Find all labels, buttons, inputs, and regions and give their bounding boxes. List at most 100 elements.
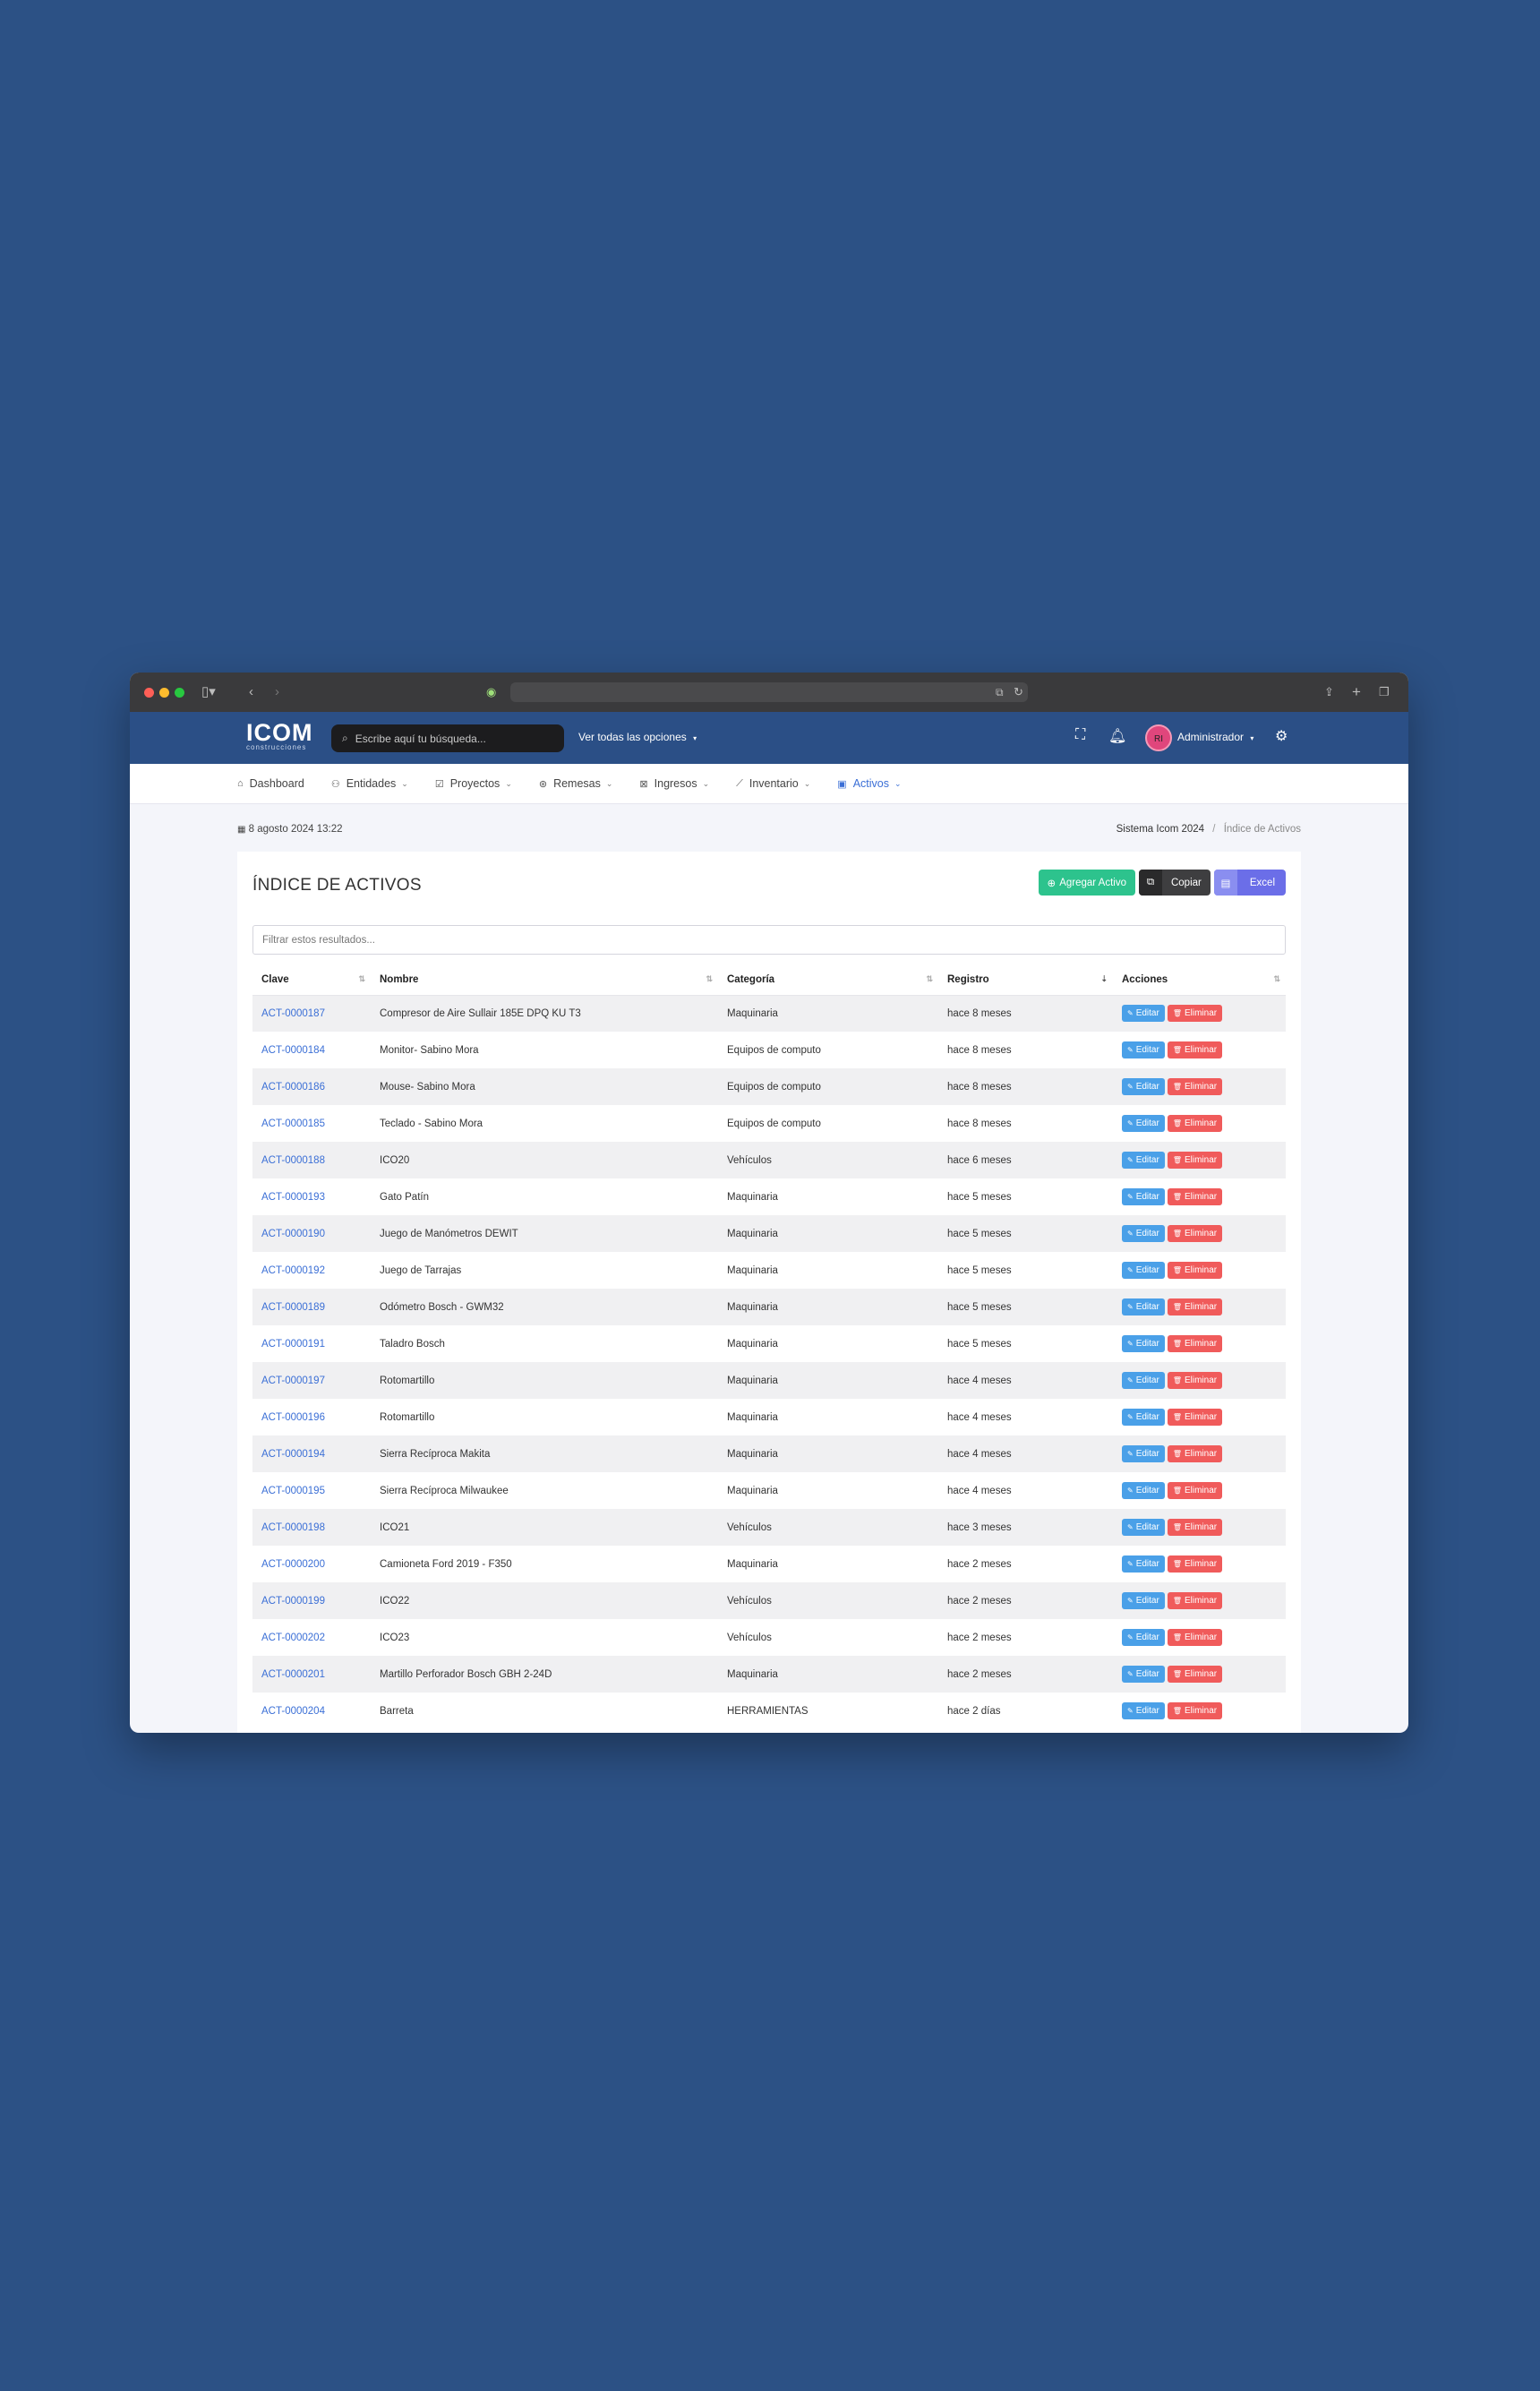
- avatar[interactable]: RI: [1145, 724, 1172, 751]
- edit-button[interactable]: ✎ Editar: [1122, 1115, 1165, 1132]
- delete-button[interactable]: 🗑︎ Eliminar: [1167, 1078, 1223, 1095]
- nav-item-remesas[interactable]: ⊛ Remesas ⌄: [539, 777, 613, 790]
- tabs-overview-icon[interactable]: ❐: [1379, 685, 1390, 698]
- filter-input[interactable]: [252, 925, 1286, 955]
- nav-item-proyectos[interactable]: ☑ Proyectos ⌄: [435, 777, 512, 790]
- nav-item-ingresos[interactable]: ⊠ Ingresos ⌄: [639, 777, 709, 790]
- table-body: ACT-0000187 Compresor de Aire Sullair 185…: [252, 995, 1286, 1729]
- edit-button[interactable]: ✎ Editar: [1122, 1335, 1165, 1352]
- nav-item-activos[interactable]: ▣ Activos ⌄: [837, 777, 901, 790]
- asset-key-link[interactable]: ACT-0000204: [261, 1705, 325, 1717]
- user-menu[interactable]: Administrador ▾: [1177, 731, 1253, 743]
- edit-button[interactable]: ✎ Editar: [1122, 1666, 1165, 1683]
- search-input[interactable]: [355, 732, 535, 745]
- reload-icon[interactable]: ↻: [1014, 685, 1023, 698]
- edit-button[interactable]: ✎ Editar: [1122, 1225, 1165, 1242]
- column-header-acciones[interactable]: Acciones ⇅: [1113, 964, 1286, 996]
- asset-key-link[interactable]: ACT-0000197: [261, 1375, 325, 1386]
- edit-button[interactable]: ✎ Editar: [1122, 1262, 1165, 1279]
- column-header-registro[interactable]: Registro ⇣: [938, 964, 1113, 996]
- nav-item-dashboard[interactable]: ⌂ Dashboard: [237, 777, 304, 790]
- asset-key-link[interactable]: ACT-0000189: [261, 1301, 325, 1313]
- edit-button[interactable]: ✎ Editar: [1122, 1519, 1165, 1536]
- asset-key-link[interactable]: ACT-0000194: [261, 1448, 325, 1460]
- asset-key-link[interactable]: ACT-0000185: [261, 1118, 325, 1129]
- delete-button[interactable]: 🗑︎ Eliminar: [1167, 1225, 1223, 1242]
- translate-icon[interactable]: ⧉: [996, 686, 1004, 698]
- delete-button[interactable]: 🗑︎ Eliminar: [1167, 1152, 1223, 1169]
- gear-icon[interactable]: ⚙: [1275, 729, 1288, 744]
- delete-button[interactable]: 🗑︎ Eliminar: [1167, 1482, 1223, 1499]
- asset-key-link[interactable]: ACT-0000200: [261, 1558, 325, 1570]
- close-window-button[interactable]: [144, 688, 154, 698]
- delete-button[interactable]: 🗑︎ Eliminar: [1167, 1041, 1223, 1058]
- column-header-clave[interactable]: Clave ⇅: [252, 964, 371, 996]
- edit-button[interactable]: ✎ Editar: [1122, 1592, 1165, 1609]
- minimize-window-button[interactable]: [159, 688, 169, 698]
- edit-button[interactable]: ✎ Editar: [1122, 1188, 1165, 1205]
- address-bar[interactable]: [510, 682, 1028, 702]
- back-icon[interactable]: ‹: [249, 684, 253, 699]
- column-header-categoria[interactable]: Categoría ⇅: [718, 964, 938, 996]
- delete-button[interactable]: 🗑︎ Eliminar: [1167, 1298, 1223, 1315]
- delete-button[interactable]: 🗑︎ Eliminar: [1167, 1555, 1223, 1573]
- copy-button[interactable]: ⧉ Copiar: [1138, 870, 1211, 896]
- edit-button[interactable]: ✎ Editar: [1122, 1702, 1165, 1719]
- logo[interactable]: ICOM construcciones: [246, 720, 313, 751]
- excel-button[interactable]: ▤ Excel: [1213, 870, 1286, 896]
- asset-key-link[interactable]: ACT-0000192: [261, 1264, 325, 1276]
- forward-icon[interactable]: ›: [275, 684, 279, 699]
- delete-button[interactable]: 🗑︎ Eliminar: [1167, 1445, 1223, 1462]
- asset-key-link[interactable]: ACT-0000198: [261, 1521, 325, 1533]
- asset-key-link[interactable]: ACT-0000199: [261, 1595, 325, 1607]
- share-icon[interactable]: ⇪: [1324, 685, 1334, 698]
- delete-button[interactable]: 🗑︎ Eliminar: [1167, 1702, 1223, 1719]
- edit-button[interactable]: ✎ Editar: [1122, 1152, 1165, 1169]
- delete-button[interactable]: 🗑︎ Eliminar: [1167, 1005, 1223, 1023]
- asset-key-link[interactable]: ACT-0000201: [261, 1668, 325, 1680]
- breadcrumb-root[interactable]: Sistema Icom 2024: [1116, 824, 1205, 835]
- delete-button[interactable]: 🗑︎ Eliminar: [1167, 1409, 1223, 1426]
- asset-key-link[interactable]: ACT-0000188: [261, 1154, 325, 1166]
- nav-item-entidades[interactable]: ⚇ Entidades ⌄: [331, 777, 408, 790]
- asset-key-link[interactable]: ACT-0000191: [261, 1338, 325, 1350]
- asset-key-link[interactable]: ACT-0000202: [261, 1632, 325, 1643]
- delete-button[interactable]: 🗑︎ Eliminar: [1167, 1262, 1223, 1279]
- asset-key-link[interactable]: ACT-0000190: [261, 1228, 325, 1239]
- add-asset-button[interactable]: ⊕ Agregar Activo: [1038, 870, 1135, 896]
- breadcrumb-separator: /: [1212, 824, 1216, 835]
- edit-button[interactable]: ✎ Editar: [1122, 1629, 1165, 1646]
- shield-icon: ◉: [486, 685, 497, 698]
- edit-button[interactable]: ✎ Editar: [1122, 1482, 1165, 1499]
- edit-button[interactable]: ✎ Editar: [1122, 1041, 1165, 1058]
- edit-button[interactable]: ✎ Editar: [1122, 1409, 1165, 1426]
- delete-button[interactable]: 🗑︎ Eliminar: [1167, 1666, 1223, 1683]
- delete-button[interactable]: 🗑︎ Eliminar: [1167, 1519, 1223, 1536]
- edit-button[interactable]: ✎ Editar: [1122, 1555, 1165, 1573]
- delete-button[interactable]: 🗑︎ Eliminar: [1167, 1115, 1223, 1132]
- delete-button[interactable]: 🗑︎ Eliminar: [1167, 1592, 1223, 1609]
- new-tab-icon[interactable]: +: [1352, 683, 1361, 700]
- asset-key-link[interactable]: ACT-0000196: [261, 1411, 325, 1423]
- fullscreen-icon[interactable]: ⛶: [1075, 727, 1086, 742]
- nav-item-inventario[interactable]: ⟋ Inventario ⌄: [736, 777, 810, 790]
- delete-button[interactable]: 🗑︎ Eliminar: [1167, 1188, 1223, 1205]
- edit-button[interactable]: ✎ Editar: [1122, 1078, 1165, 1095]
- bell-icon[interactable]: 🔔︎: [1108, 729, 1127, 744]
- edit-button[interactable]: ✎ Editar: [1122, 1445, 1165, 1462]
- asset-key-link[interactable]: ACT-0000184: [261, 1044, 325, 1056]
- asset-key-link[interactable]: ACT-0000186: [261, 1081, 325, 1093]
- asset-key-link[interactable]: ACT-0000193: [261, 1191, 325, 1203]
- maximize-window-button[interactable]: [175, 688, 184, 698]
- asset-key-link[interactable]: ACT-0000195: [261, 1485, 325, 1496]
- delete-button[interactable]: 🗑︎ Eliminar: [1167, 1372, 1223, 1389]
- column-header-nombre[interactable]: Nombre ⇅: [371, 964, 718, 996]
- asset-key-link[interactable]: ACT-0000187: [261, 1007, 325, 1019]
- sidebar-toggle-icon[interactable]: ▯▾: [201, 684, 216, 699]
- edit-button[interactable]: ✎ Editar: [1122, 1298, 1165, 1315]
- edit-button[interactable]: ✎ Editar: [1122, 1372, 1165, 1389]
- edit-button[interactable]: ✎ Editar: [1122, 1005, 1165, 1023]
- delete-button[interactable]: 🗑︎ Eliminar: [1167, 1335, 1223, 1352]
- all-options-dropdown[interactable]: Ver todas las opciones ▾: [578, 731, 697, 743]
- delete-button[interactable]: 🗑︎ Eliminar: [1167, 1629, 1223, 1646]
